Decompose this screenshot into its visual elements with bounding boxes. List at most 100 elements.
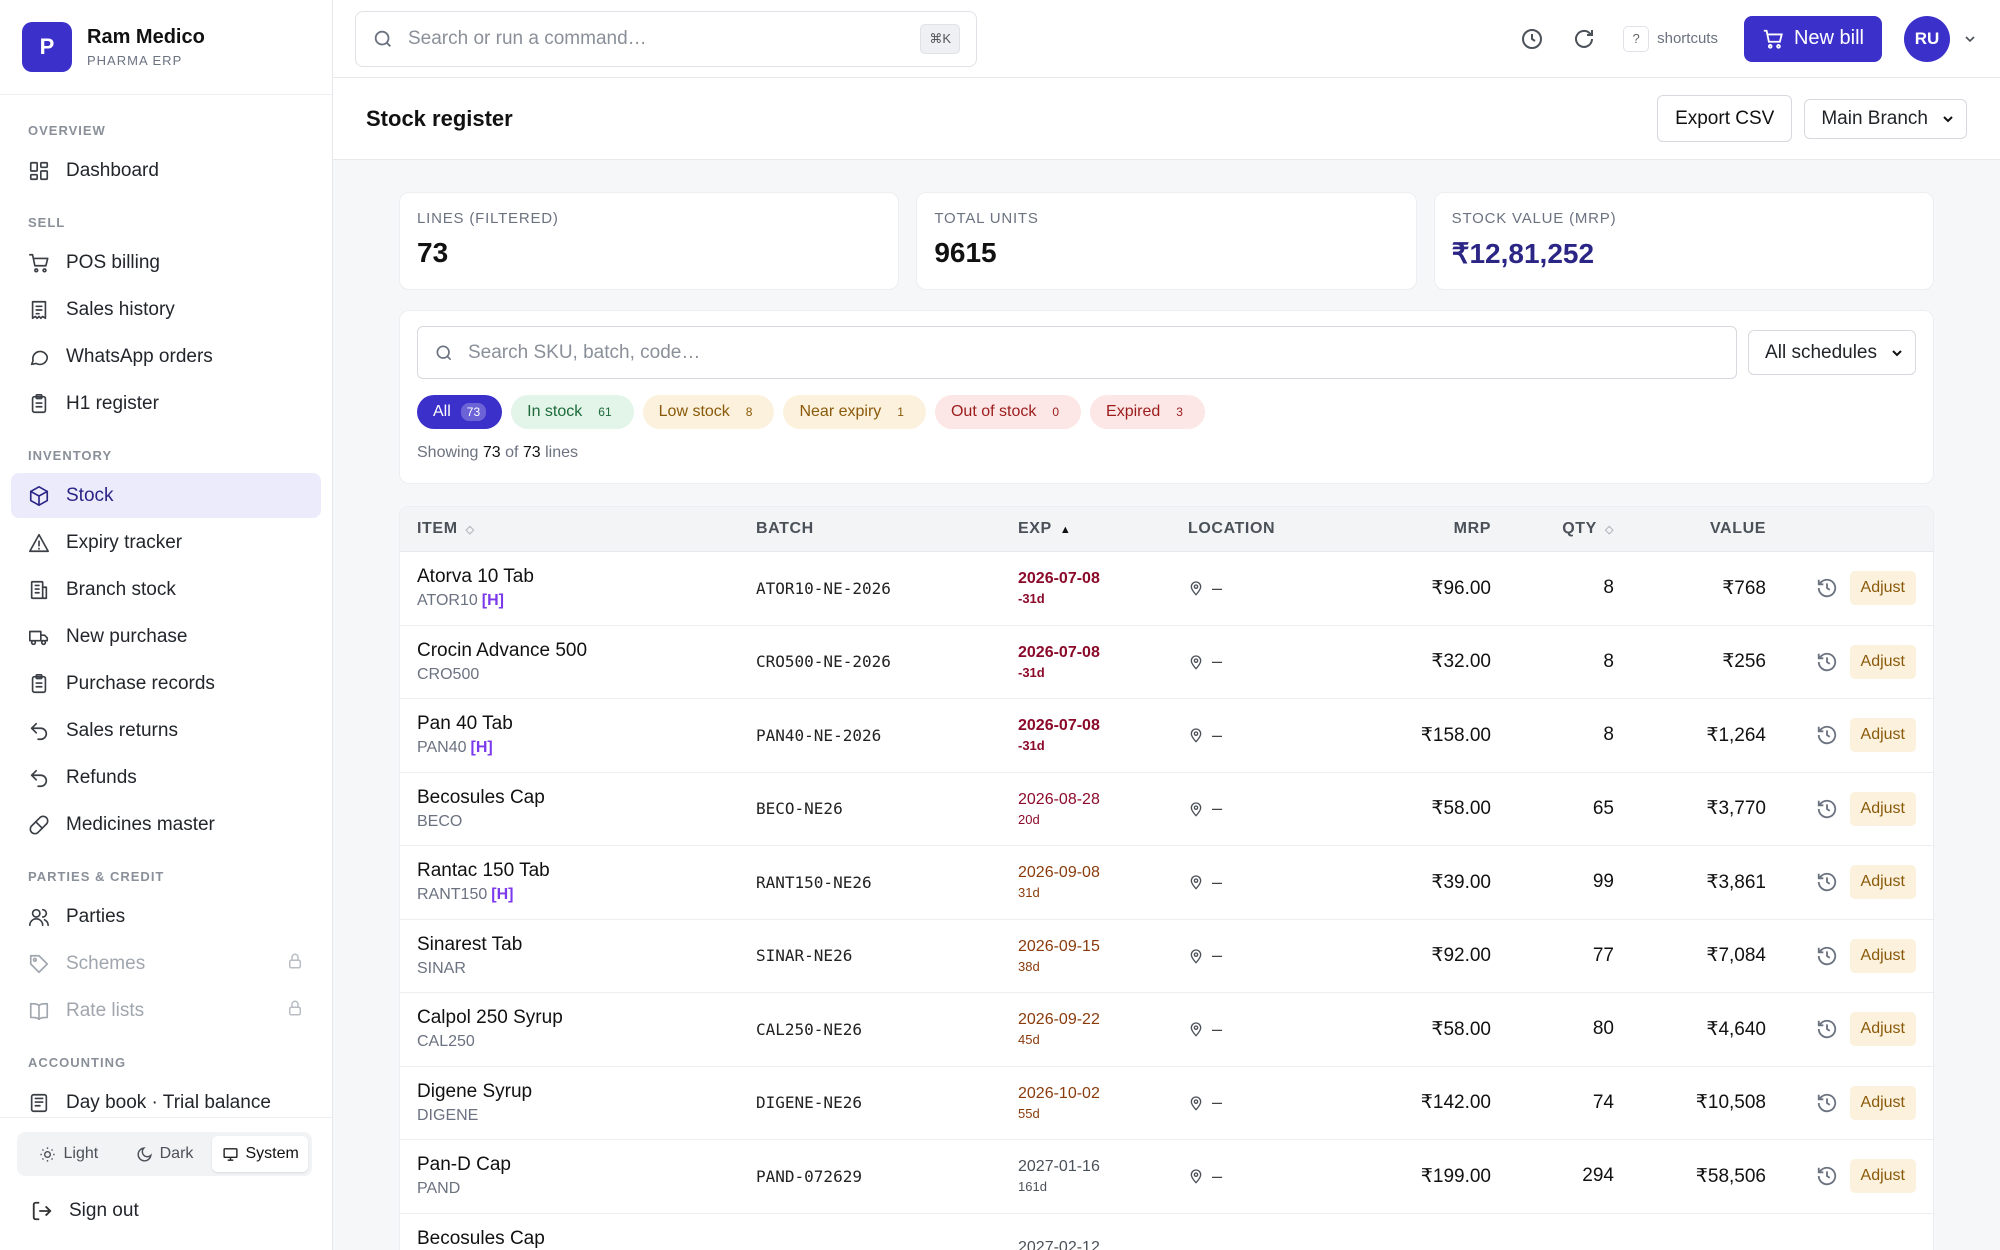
expiry-days: 45d bbox=[1018, 1032, 1040, 1048]
chip-in-stock[interactable]: In stock 61 bbox=[511, 395, 634, 429]
history-icon[interactable] bbox=[1816, 798, 1838, 820]
table-row[interactable]: Crocin Advance 500 CRO500 CRO500-NE-2026… bbox=[400, 626, 1933, 699]
sidebar-item-parties[interactable]: Parties bbox=[11, 894, 321, 939]
adjust-button[interactable]: Adjust bbox=[1849, 571, 1916, 606]
sku-search-input[interactable]: Search SKU, batch, code… bbox=[417, 326, 1738, 379]
shortcuts-label[interactable]: shortcuts bbox=[1657, 30, 1718, 47]
location-cell[interactable]: – bbox=[1188, 798, 1358, 819]
history-icon[interactable] bbox=[1816, 945, 1838, 967]
item-name[interactable]: Calpol 250 Syrup bbox=[417, 1007, 563, 1029]
location-cell[interactable]: – bbox=[1188, 1019, 1358, 1040]
chevron-down-icon[interactable] bbox=[1962, 31, 1978, 47]
sidebar-item-dashboard[interactable]: Dashboard bbox=[11, 148, 321, 193]
sidebar-item-h1-register[interactable]: H1 register bbox=[11, 381, 321, 426]
table-row[interactable]: Sinarest Tab SINAR SINAR-NE26 2026-09-15… bbox=[400, 920, 1933, 993]
location-cell[interactable]: – bbox=[1188, 945, 1358, 966]
export-csv-button[interactable]: Export CSV bbox=[1657, 95, 1793, 142]
location-cell[interactable]: – bbox=[1188, 872, 1358, 893]
sidebar-item-refunds[interactable]: Refunds bbox=[11, 755, 321, 800]
history-icon[interactable] bbox=[1816, 1165, 1838, 1187]
table-row[interactable]: Pan 40 Tab PAN40 [H] PAN40-NE-2026 2026-0… bbox=[400, 699, 1933, 773]
history-icon[interactable] bbox=[1816, 577, 1838, 599]
adjust-button[interactable]: Adjust bbox=[1849, 718, 1916, 753]
item-name[interactable]: Atorva 10 Tab bbox=[417, 566, 534, 588]
history-icon[interactable] bbox=[1816, 871, 1838, 893]
location-cell[interactable]: – bbox=[1188, 725, 1358, 746]
adjust-button[interactable]: Adjust bbox=[1849, 1085, 1916, 1120]
col-exp[interactable]: EXP ▲ bbox=[1018, 520, 1188, 538]
table-row[interactable]: Pan-D Cap PAND PAND-072629 2027-01-16 16… bbox=[400, 1140, 1933, 1214]
table-row[interactable]: Digene Syrup DIGENE DIGENE-NE26 2026-10-… bbox=[400, 1067, 1933, 1140]
schedule-select[interactable]: All schedules bbox=[1748, 330, 1916, 375]
item-name[interactable]: Pan 40 Tab bbox=[417, 713, 513, 735]
item-name[interactable]: Crocin Advance 500 bbox=[417, 639, 588, 661]
sidebar-item-new-purchase[interactable]: New purchase bbox=[11, 614, 321, 659]
col-item[interactable]: ITEM ◇ bbox=[400, 520, 756, 538]
refresh-button[interactable] bbox=[1569, 24, 1599, 54]
col-qty[interactable]: QTY ◇ bbox=[1491, 520, 1614, 538]
location-cell[interactable]: – bbox=[1188, 1166, 1358, 1187]
showing-total: 73 bbox=[522, 444, 541, 461]
location-value: – bbox=[1212, 1018, 1223, 1039]
sidebar-item-sales-returns[interactable]: Sales returns bbox=[11, 708, 321, 753]
expiry-days: -31d bbox=[1018, 591, 1045, 607]
chip-out-of-stock[interactable]: Out of stock 0 bbox=[934, 395, 1082, 429]
sidebar-item-schemes[interactable]: Schemes bbox=[11, 941, 321, 986]
table-row[interactable]: Atorva 10 Tab ATOR10 [H] ATOR10-NE-2026 2… bbox=[400, 552, 1933, 626]
adjust-button[interactable]: Adjust bbox=[1849, 938, 1916, 973]
sidebar-item-expiry-tracker[interactable]: Expiry tracker bbox=[11, 520, 321, 565]
clipboard-icon bbox=[28, 673, 50, 695]
sidebar-item-rate-lists[interactable]: Rate lists bbox=[11, 988, 321, 1033]
sidebar-item-sales-history[interactable]: Sales history bbox=[11, 287, 321, 332]
theme-system-button[interactable]: System bbox=[212, 1136, 309, 1172]
sidebar-item-medicines-master[interactable]: Medicines master bbox=[11, 802, 321, 847]
item-name[interactable]: Pan-D Cap bbox=[417, 1154, 511, 1176]
chip-expired[interactable]: Expired 3 bbox=[1090, 395, 1205, 429]
table-row[interactable]: Becosules Cap 2027-02-12 bbox=[400, 1214, 1933, 1250]
location-cell[interactable]: – bbox=[1188, 651, 1358, 672]
sidebar-item-day-book-trial-balance[interactable]: Day book · Trial balance bbox=[11, 1080, 321, 1117]
sidebar-item-stock[interactable]: Stock bbox=[11, 473, 321, 518]
history-icon[interactable] bbox=[1816, 651, 1838, 673]
chip-low-stock[interactable]: Low stock 8 bbox=[642, 395, 775, 429]
item-name[interactable]: Digene Syrup bbox=[417, 1080, 533, 1102]
history-icon[interactable] bbox=[1816, 1018, 1838, 1040]
sidebar-item-branch-stock[interactable]: Branch stock bbox=[11, 567, 321, 612]
item-name[interactable]: Sinarest Tab bbox=[417, 933, 523, 955]
item-name[interactable]: Rantac 150 Tab bbox=[417, 860, 550, 882]
sidebar-item-label: Parties bbox=[66, 905, 126, 927]
theme-dark-button[interactable]: Dark bbox=[117, 1136, 213, 1172]
history-icon[interactable] bbox=[1816, 724, 1838, 746]
chip-all[interactable]: All 73 bbox=[417, 395, 503, 429]
sidebar-item-purchase-records[interactable]: Purchase records bbox=[11, 661, 321, 706]
brand[interactable]: P Ram Medico PHARMA ERP bbox=[0, 0, 332, 95]
sidebar-item-whatsapp-orders[interactable]: WhatsApp orders bbox=[11, 334, 321, 379]
shortcuts-key[interactable]: ? bbox=[1623, 25, 1650, 52]
item-name[interactable]: Becosules Cap bbox=[417, 786, 545, 808]
item-name[interactable]: Becosules Cap bbox=[417, 1227, 545, 1249]
adjust-button[interactable]: Adjust bbox=[1849, 865, 1916, 900]
user-avatar[interactable]: RU bbox=[1904, 15, 1950, 62]
location-cell[interactable]: – bbox=[1188, 1092, 1358, 1113]
item-code: DIGENE bbox=[417, 1107, 756, 1125]
history-button[interactable] bbox=[1517, 24, 1547, 54]
adjust-button[interactable]: Adjust bbox=[1849, 791, 1916, 826]
table-row[interactable]: Calpol 250 Syrup CAL250 CAL250-NE26 2026… bbox=[400, 993, 1933, 1067]
receipt-icon bbox=[28, 299, 50, 321]
adjust-button[interactable]: Adjust bbox=[1849, 644, 1916, 679]
adjust-button[interactable]: Adjust bbox=[1849, 1012, 1916, 1047]
chip-near-expiry[interactable]: Near expiry 1 bbox=[783, 395, 926, 429]
history-icon[interactable] bbox=[1816, 1092, 1838, 1114]
new-bill-button[interactable]: New bill bbox=[1743, 15, 1882, 62]
sidebar-item-pos-billing[interactable]: POS billing bbox=[11, 240, 321, 285]
theme-light-button[interactable]: Light bbox=[21, 1136, 117, 1172]
location-value: – bbox=[1212, 1165, 1223, 1186]
table-row[interactable]: Becosules Cap BECO BECO-NE26 2026-08-28 … bbox=[400, 773, 1933, 846]
location-cell[interactable]: – bbox=[1188, 578, 1358, 599]
branch-select[interactable]: Main Branch bbox=[1804, 98, 1967, 139]
sign-out-button[interactable]: Sign out bbox=[17, 1186, 315, 1236]
table-row[interactable]: Rantac 150 Tab RANT150 [H] RANT150-NE26 2… bbox=[400, 846, 1933, 920]
location-value: – bbox=[1212, 1092, 1223, 1113]
adjust-button[interactable]: Adjust bbox=[1849, 1159, 1916, 1194]
command-search-input[interactable]: Search or run a command… ⌘K bbox=[355, 10, 977, 67]
